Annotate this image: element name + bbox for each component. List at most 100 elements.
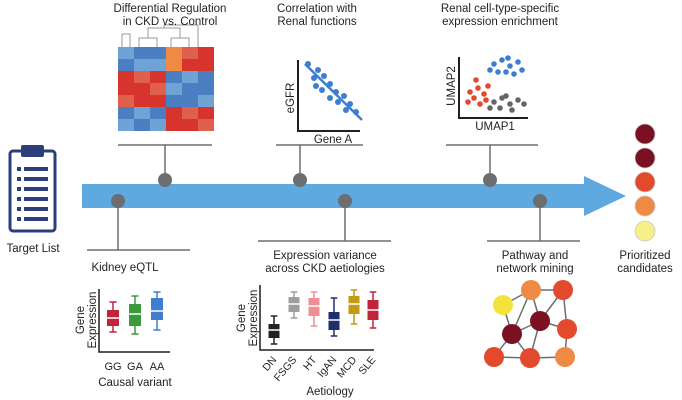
heatmap-cell <box>118 83 134 95</box>
correlation-points <box>305 61 359 115</box>
umap-point <box>473 77 479 83</box>
correlation-point <box>327 95 333 101</box>
heatmap-cell <box>166 83 182 95</box>
variance-tick-label: IgAN <box>315 354 339 380</box>
heatmap-cell <box>166 59 182 71</box>
causal-variant-label: Causal variant <box>98 377 172 389</box>
heatmap-cell <box>118 47 134 59</box>
differential-title: Differential Regulation in CKD vs. Contr… <box>85 3 255 29</box>
network-node <box>555 347 575 367</box>
correlation-point <box>343 107 349 113</box>
variance-tick-label: FSGS <box>272 354 300 384</box>
umap-point <box>515 59 521 65</box>
network-graph <box>484 280 577 368</box>
umap1-axis-label: UMAP1 <box>475 121 515 133</box>
network-node <box>553 280 573 300</box>
umap-point <box>511 71 517 77</box>
heatmap-cell <box>118 59 134 71</box>
box <box>151 298 163 320</box>
umap-point <box>465 99 471 105</box>
eqtl-title: Kidney eQTL <box>91 262 159 274</box>
differential-title-line2: in CKD vs. Control <box>122 16 218 28</box>
connectors-down <box>87 205 580 251</box>
network-node <box>502 324 522 344</box>
umap-point <box>519 67 525 73</box>
main-arrow <box>82 176 626 216</box>
eqtl-y-label-1: Gene <box>75 306 87 334</box>
box <box>308 298 320 316</box>
eqtl-tick-label: GA <box>127 361 144 373</box>
heatmap-cell <box>134 107 150 119</box>
umap-point <box>487 105 493 111</box>
network-node <box>520 348 540 368</box>
candidate-dot <box>634 195 656 217</box>
heatmap-cell <box>134 83 150 95</box>
clipboard-icon <box>8 145 57 233</box>
eqtl-tick-label: AA <box>150 361 165 373</box>
heatmap-cell <box>134 119 150 131</box>
correlation-point <box>313 83 319 89</box>
umap-point <box>491 61 497 67</box>
heatmap-cell <box>198 59 214 71</box>
variance-title-line2: across CKD aetiologies <box>265 263 385 275</box>
target-list-label: Target List <box>6 243 60 255</box>
heatmap-cell <box>118 95 134 107</box>
eqtl-boxes <box>107 291 163 335</box>
eqtl-tick-labels: GG GA AA <box>104 361 165 373</box>
umap-point <box>467 89 473 95</box>
pathway-title-line1: Pathway and <box>501 250 569 262</box>
umap-point <box>497 105 503 111</box>
variance-title: Expression variance across CKD aetiologi… <box>250 250 400 276</box>
candidate-dot <box>634 220 656 242</box>
correlation-point <box>341 93 347 99</box>
umap-point <box>505 55 511 61</box>
variance-tick-label: MCD <box>335 354 360 380</box>
umap-point <box>471 95 477 101</box>
box <box>328 312 340 330</box>
eqtl-tick-label: GG <box>104 361 121 373</box>
gene-a-axis-label: Gene A <box>313 134 353 146</box>
umap-point <box>475 85 481 91</box>
umap-point <box>503 93 509 99</box>
celltype-title-line1: Renal cell-type-specific <box>440 3 560 15</box>
heatmap-cell <box>150 119 166 131</box>
heatmap-cell <box>166 119 182 131</box>
correlation-title-line1: Correlation with <box>277 3 357 15</box>
network-node <box>557 319 577 339</box>
heatmap-cell <box>198 107 214 119</box>
heatmap-cell <box>134 95 150 107</box>
heatmap-cell <box>198 95 214 107</box>
variance-tick-label: SLE <box>356 354 378 377</box>
prioritized-label-line1: Prioritized <box>619 250 671 262</box>
umap-point <box>487 67 493 73</box>
candidate-dot <box>634 123 656 145</box>
correlation-point <box>305 61 311 67</box>
umap-point <box>495 69 501 75</box>
heatmap-cell <box>182 47 198 59</box>
heatmap-cell <box>150 107 166 119</box>
variance-title-line1: Expression variance <box>273 250 377 262</box>
box <box>268 324 280 338</box>
heatmap-cell <box>118 119 134 131</box>
heatmap-cell <box>182 119 198 131</box>
correlation-point <box>335 99 341 105</box>
prioritized-label: Prioritized candidates <box>610 250 680 276</box>
correlation-point <box>319 87 325 93</box>
umap-point <box>509 107 515 113</box>
heatmap-cell <box>198 119 214 131</box>
correlation-point <box>353 109 359 115</box>
celltype-title-line2: expression enrichment <box>442 16 558 28</box>
umap-point <box>507 101 513 107</box>
heatmap-dendrogram <box>121 24 199 47</box>
heatmap-cell <box>182 107 198 119</box>
umap-point <box>485 83 491 89</box>
heatmap-cell <box>198 47 214 59</box>
heatmap-cell <box>166 95 182 107</box>
heatmap-cells <box>118 47 214 131</box>
variance-boxes <box>268 289 379 345</box>
heatmap-cell <box>150 47 166 59</box>
variance-y-label-2: Expression <box>248 290 260 347</box>
variance-plot <box>259 285 379 351</box>
